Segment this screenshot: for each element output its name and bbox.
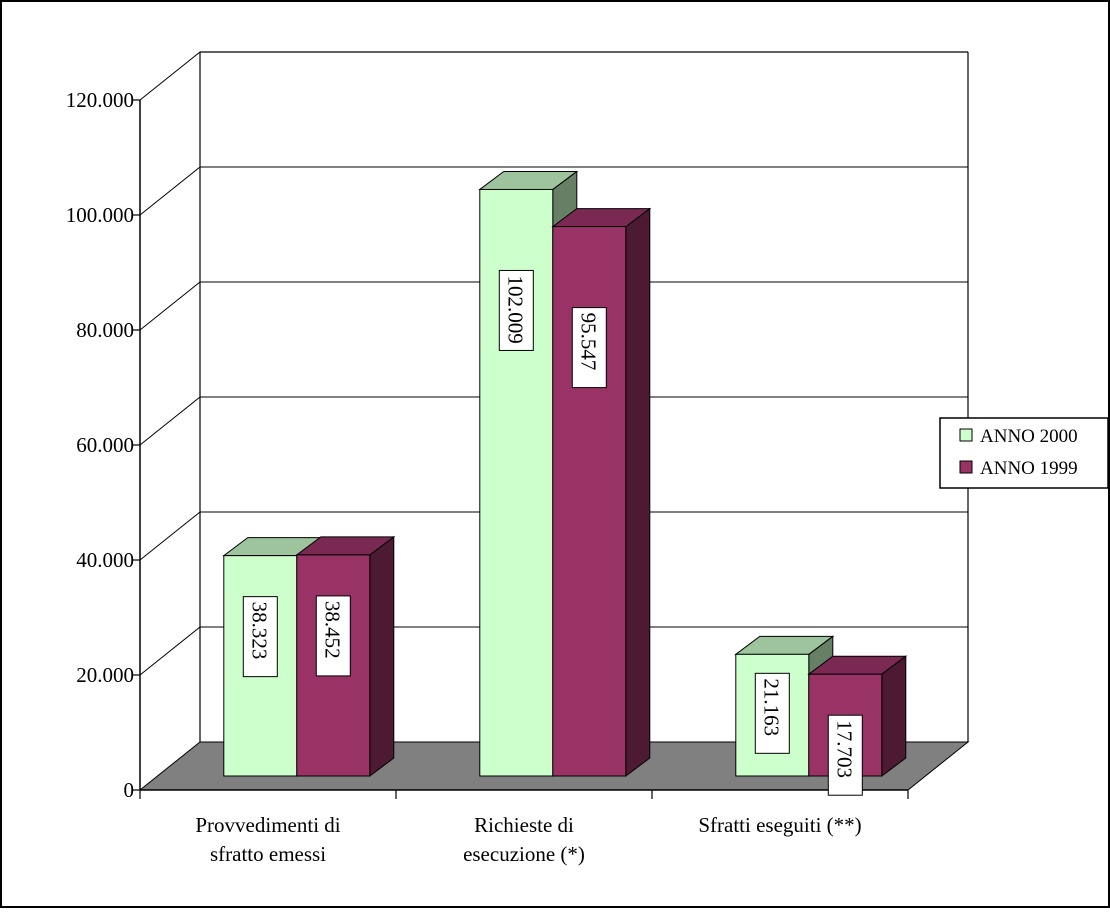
y-tick-label: 20.000 <box>76 663 134 687</box>
gridline <box>139 396 968 446</box>
data-label-anno-2000: 102.009 <box>498 269 534 351</box>
category-label: esecuzione (*) <box>463 842 585 866</box>
gridline <box>139 626 968 676</box>
y-tick-label: 100.000 <box>66 203 134 227</box>
bar-side-anno-1999 <box>625 207 651 777</box>
data-label-anno-2000: 21.163 <box>754 672 790 754</box>
bar-side-anno-1999 <box>369 535 395 777</box>
category-label: sfratto emessi <box>210 842 326 866</box>
x-axis-categories: Provvedimenti di sfratto emessi Richieste … <box>195 813 861 866</box>
legend-swatch-anno-1999 <box>959 460 973 474</box>
data-label-box <box>571 307 607 389</box>
data-label-box <box>315 595 351 677</box>
legend-label-anno-2000: ANNO 2000 <box>980 426 1078 447</box>
data-label-text: 17.703 <box>832 720 856 778</box>
data-label-text: 95.547 <box>576 313 600 371</box>
gridline <box>139 511 968 561</box>
legend: ANNO 2000 ANNO 1999 <box>939 417 1109 489</box>
gridline <box>139 166 968 216</box>
gridline <box>139 281 968 331</box>
data-label-anno-2000: 38.323 <box>242 596 278 678</box>
category-label: Richieste di <box>474 813 574 837</box>
y-tick-label: 120.000 <box>66 88 134 112</box>
bar-side-anno-1999 <box>881 655 907 777</box>
legend-swatch-anno-2000 <box>959 428 973 442</box>
data-label-box <box>498 269 534 351</box>
data-label-box <box>827 714 863 796</box>
legend-label-anno-1999: ANNO 1999 <box>980 458 1078 479</box>
data-label-text: 102.009 <box>503 275 527 343</box>
data-label-anno-1999: 38.452 <box>315 595 351 677</box>
data-label-box <box>754 672 790 754</box>
y-tick-label: 40.000 <box>76 548 134 572</box>
gridlines <box>139 51 968 676</box>
category-label: Provvedimenti di <box>195 813 340 837</box>
y-tick-label: 80.000 <box>76 318 134 342</box>
category-label: Sfratti eseguiti (**) <box>698 813 861 837</box>
gridline <box>139 51 968 101</box>
y-axis: 0 20.000 40.000 60.000 80.000 100.000 120.000 <box>66 88 909 802</box>
data-labels: 38.323 38.452 102.009 95.547 21.163 17.703 <box>242 269 863 796</box>
data-label-text: 38.323 <box>247 602 271 660</box>
y-tick-label: 0 <box>124 778 135 802</box>
data-label-text: 38.452 <box>320 601 344 659</box>
data-label-text: 21.163 <box>759 678 783 736</box>
data-label-anno-1999: 17.703 <box>827 714 863 796</box>
bars <box>222 170 908 777</box>
y-tick-label: 60.000 <box>76 433 134 457</box>
data-label-anno-1999: 95.547 <box>571 307 607 389</box>
data-label-box <box>242 596 278 678</box>
